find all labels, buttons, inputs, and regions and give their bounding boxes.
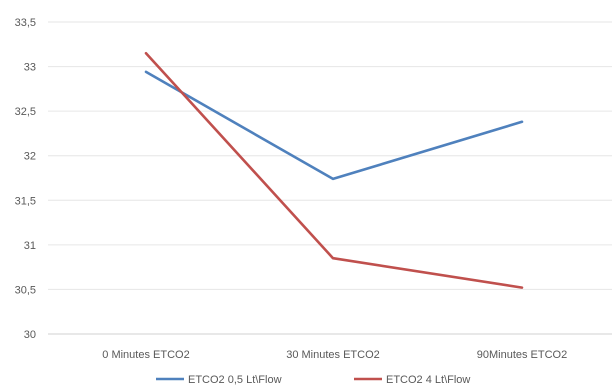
series-lines [144,51,524,289]
legend: ETCO2 0,5 Lt\Flow ETCO2 4 Lt\Flow [156,374,470,386]
y-tick-label: 30 [24,329,36,341]
y-tick-label: 30,5 [15,284,36,296]
x-tick-label: 90Minutes ETCO2 [477,349,567,361]
gridlines [48,21,612,335]
legend-label: ETCO2 4 Lt\Flow [386,374,470,386]
y-tick-label: 31 [24,240,36,252]
legend-label: ETCO2 0,5 Lt\Flow [188,374,282,386]
x-axis-tick-labels: 0 Minutes ETCO2 30 Minutes ETCO2 90Minutes… [102,349,567,361]
y-axis-tick-labels: 30 30,5 31 31,5 32 32,5 33 33,5 [15,17,36,341]
x-tick-label: 0 Minutes ETCO2 [102,349,189,361]
y-tick-label: 32 [24,151,36,163]
y-tick-label: 31,5 [15,195,36,207]
y-tick-label: 32,5 [15,106,36,118]
x-tick-label: 30 Minutes ETCO2 [286,349,380,361]
series-line-1 [144,70,524,181]
y-tick-label: 33,5 [15,17,36,29]
series-line-2 [144,51,524,289]
y-tick-label: 33 [24,62,36,74]
